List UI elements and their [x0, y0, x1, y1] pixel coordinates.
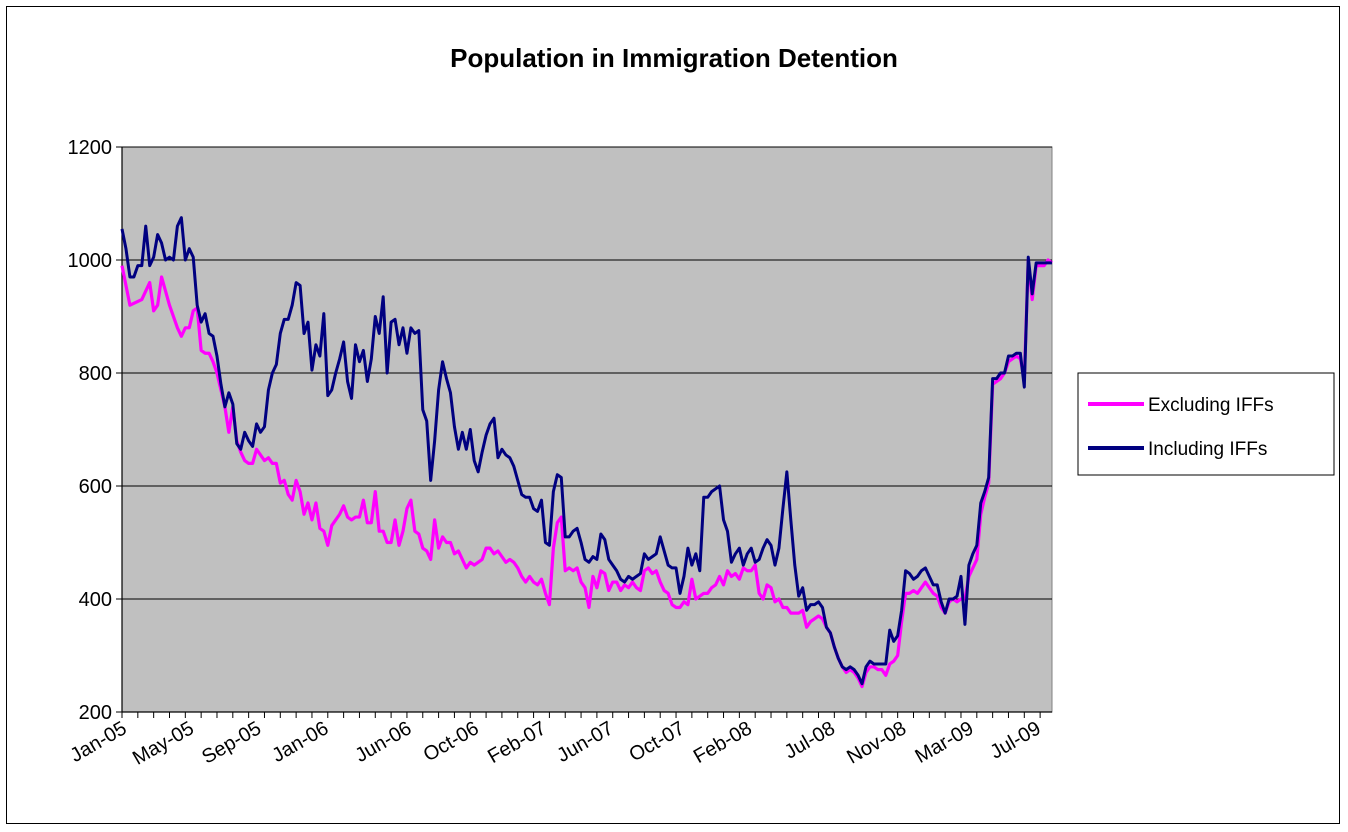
- series-line-including-iffs: [120, 216, 1052, 686]
- chart-frame: Population in Immigration Detention 200 4…: [6, 6, 1340, 824]
- x-tick-label: Jul-09: [986, 717, 1044, 763]
- line-chart: Population in Immigration Detention 200 4…: [67, 43, 1335, 770]
- x-tick-label: Feb-07: [484, 717, 550, 768]
- x-tick-label: Jul-08: [781, 717, 839, 763]
- x-tick-label: Sep-05: [198, 717, 265, 768]
- series-line-excluding-iffs: [120, 258, 1053, 689]
- y-tick-label: 200: [79, 702, 112, 724]
- x-tick-label: Oct-06: [420, 717, 483, 766]
- y-tick-label: 600: [79, 476, 112, 498]
- plot-area: [121, 146, 1053, 713]
- gridlines: [122, 146, 1052, 600]
- y-tick-labels: 200 400 600 800 1000 1200: [68, 137, 113, 724]
- legend-box: [1077, 372, 1335, 476]
- y-tick-label: 800: [79, 363, 112, 385]
- x-tick-label: May-05: [129, 717, 198, 769]
- x-tick-label: Jan-05: [67, 717, 131, 767]
- legend-label-including-iffs: Including IFFs: [1148, 439, 1267, 460]
- chart-title: Population in Immigration Detention: [450, 43, 898, 73]
- series-lines: [120, 216, 1053, 689]
- y-tick-label: 1200: [68, 137, 113, 159]
- legend: Excluding IFFs Including IFFs: [1077, 372, 1335, 476]
- x-tick-label: Oct-07: [626, 717, 689, 766]
- x-tick-label: Mar-09: [912, 717, 978, 768]
- legend-label-excluding-iffs: Excluding IFFs: [1148, 395, 1274, 416]
- x-tick-label: Feb-08: [690, 717, 756, 768]
- x-tick-label: Nov-08: [843, 717, 910, 768]
- x-tick-label: Jan-06: [268, 717, 332, 767]
- axes: [116, 146, 1052, 718]
- x-tick-label: Jun-07: [553, 717, 617, 767]
- y-tick-label: 1000: [68, 250, 113, 272]
- y-tick-label: 400: [79, 589, 112, 611]
- x-tick-label: Jun-06: [351, 717, 415, 767]
